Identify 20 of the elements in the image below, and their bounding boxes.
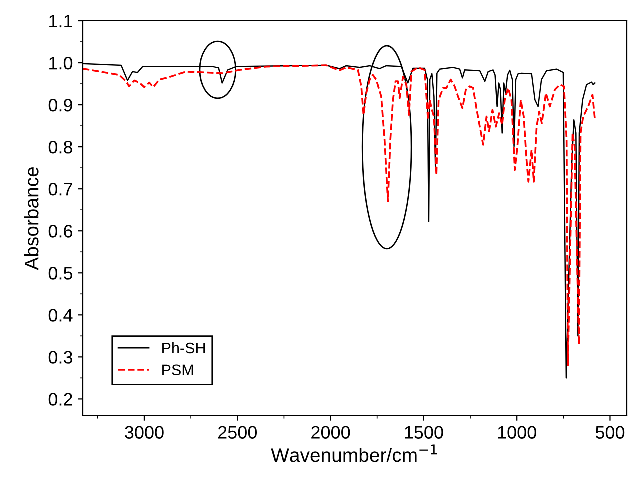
- x-tick-label: 2500: [218, 426, 258, 439]
- x-tick-label: 1000: [498, 426, 536, 439]
- y-tick-label: 1.0: [50, 56, 73, 70]
- y-tick-label: 0.3: [48, 351, 72, 364]
- y-tick-label: 0.7: [48, 183, 72, 196]
- y-tick-label: 0.8: [48, 141, 72, 154]
- x-axis-title: Wavenumber/cm$^{−1}$: [271, 444, 438, 462]
- y-tick-label: 0.2: [48, 393, 72, 406]
- y-tick-label: 0.5: [48, 267, 73, 280]
- legend-label: PSM: [162, 364, 194, 376]
- y-tick-label: 1.1: [50, 15, 72, 28]
- y-tick-label: 0.6: [48, 225, 72, 238]
- y-tick-label: 0.4: [48, 309, 73, 322]
- y-tick-label: 0.9: [48, 98, 72, 112]
- y-axis-title: Absorbance: [24, 167, 39, 270]
- x-tick-label: 3000: [125, 426, 164, 439]
- x-tick-label: 1500: [405, 426, 444, 439]
- x-tick-label: 500: [596, 426, 625, 439]
- legend-label: Ph-SH: [162, 342, 206, 354]
- x-tick-label: 2000: [312, 426, 350, 439]
